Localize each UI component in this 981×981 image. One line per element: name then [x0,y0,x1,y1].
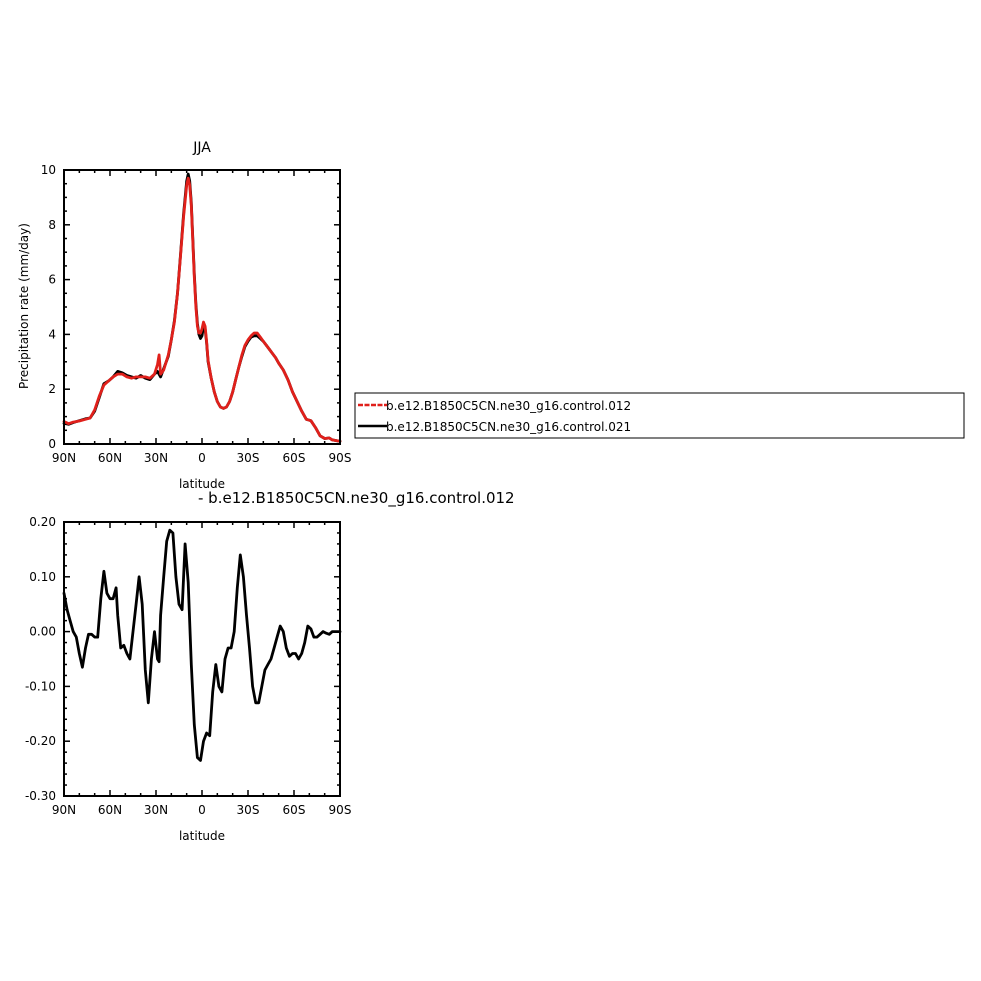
y-tick-label: 10 [41,163,56,177]
x-tick-label: 30S [237,803,260,817]
legend-entry-021: b.e12.B1850C5CN.ne30_g16.control.021 [386,420,631,434]
y-tick-label: -0.10 [25,679,56,693]
x-tick-label: 90S [329,451,352,465]
x-tick-label: 0 [198,803,206,817]
plot-frame [63,169,341,445]
precipitation-panel: JJA Precipitation rate (mm/day) latitude… [17,140,351,491]
x-axis-label: latitude [179,477,225,491]
x-axis-label-bottom: latitude [179,829,225,843]
y-tick-label: 4 [48,327,56,341]
y-tick-label: 0.20 [29,515,56,529]
x-tick-label: 90S [329,803,352,817]
x-tick-label: 60N [98,803,122,817]
y-tick-label: -0.20 [25,734,56,748]
difference-panel: - b.e12.B1850C5CN.ne30_g16.control.012 l… [25,489,515,843]
x-tick-label: 60N [98,451,122,465]
y-tick-label: 2 [48,382,56,396]
legend: b.e12.B1850C5CN.ne30_g16.control.012 b.e… [354,392,965,439]
x-tick-label: 90N [52,803,76,817]
x-tick-label: 30S [237,451,260,465]
x-tick-label: 30N [144,803,168,817]
x-tick-label: 60S [283,451,306,465]
difference-title: - b.e12.B1850C5CN.ne30_g16.control.012 [198,489,515,508]
tick-labels-bottom: 90N 60N 30N 0 30S 60S 90S 0.20 0.10 0.00 -0.10 -0.2… [25,515,352,817]
legend-entry-012: b.e12.B1850C5CN.ne30_g16.control.012 [386,399,631,413]
plot-frame-bottom [63,521,341,797]
series-lines [62,172,342,443]
x-tick-label: 30N [144,451,168,465]
tick-labels: 90N 60N 30N 0 30S 60S 90S 0 2 4 6 8 10 [41,163,352,465]
series-line-1 [62,176,342,443]
y-tick-label: 0.00 [29,625,56,639]
chart-title: JJA [192,140,211,156]
legend-box [354,392,965,439]
series-line-0 [62,528,342,762]
y-axis-label: Precipitation rate (mm/day) [17,223,31,389]
y-tick-label: 0 [48,437,56,451]
y-tick-label: 8 [48,218,56,232]
x-tick-label: 0 [198,451,206,465]
y-tick-label: 6 [48,273,56,287]
y-tick-label: -0.30 [25,789,56,803]
x-tick-label: 90N [52,451,76,465]
difference-line [62,528,342,762]
y-tick-label: 0.10 [29,570,56,584]
x-tick-label: 60S [283,803,306,817]
